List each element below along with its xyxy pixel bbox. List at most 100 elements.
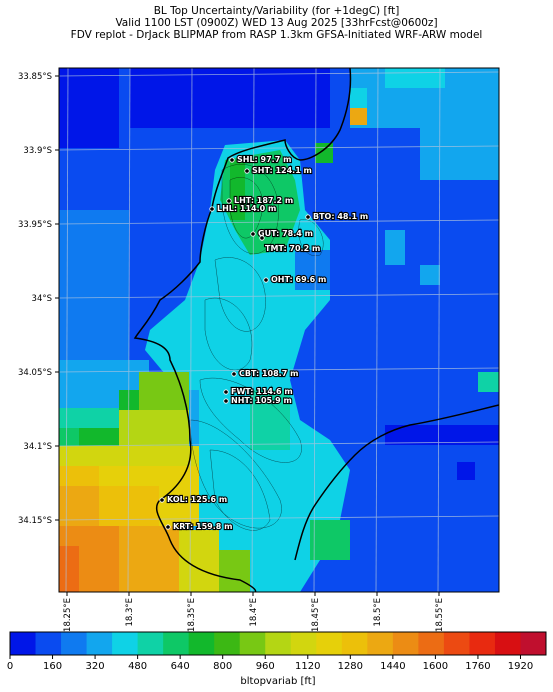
colorbar-frame [9, 631, 547, 656]
cell-e-1 [420, 265, 440, 285]
sw-band-9 [159, 486, 199, 526]
hot-cell-ne [350, 108, 367, 125]
colorbar-swatch [520, 632, 547, 655]
station-marker-lht [226, 198, 232, 204]
station-label-fwt: FWT: 114.6 m [231, 387, 293, 396]
colorbar-swatch [61, 632, 88, 655]
cell-blue-mid [295, 250, 330, 290]
colorbar-tick-label: 1600 [423, 661, 448, 672]
station-marker-krt [165, 524, 171, 530]
cell-e-2 [385, 230, 405, 265]
colorbar-label: bltopvariab [ft] [240, 676, 315, 687]
peninsula-south-1 [250, 390, 290, 450]
station-label-shl: SHL: 97.7 m [237, 155, 291, 164]
sw-band-2 [59, 428, 79, 446]
lon-tick-label: 18.4°E [249, 598, 259, 627]
peninsula-high-2 [230, 160, 245, 220]
lat-tick-label: 34.15°S [18, 516, 52, 526]
colorbar-tick-label: 640 [171, 661, 190, 672]
colorbar-tick-label: 1120 [295, 661, 320, 672]
colorbar-tick-label: 1280 [338, 661, 363, 672]
colorbar-tick-label: 0 [7, 661, 13, 672]
map-plot-area [59, 68, 499, 592]
latitude-axis: 33.85°S 33.9°S 33.95°S 34°S 34.05°S 34.1°S 34.… [18, 72, 59, 526]
sw-band-11 [59, 546, 79, 592]
colorbar-tick-label: 800 [213, 661, 232, 672]
colorbar-swatch [86, 632, 113, 655]
colorbar-swatch [265, 632, 292, 655]
cell-e-3 [478, 372, 499, 392]
station-marker-tmt [259, 235, 265, 241]
sea-band-se [385, 425, 499, 445]
colorbar-tick-label: 160 [43, 661, 62, 672]
colorbar-swatch [10, 632, 37, 655]
lat-tick-label: 33.95°S [18, 220, 52, 230]
lon-tick-label: 18.45°E [311, 598, 321, 632]
sea-patch-se [385, 425, 499, 592]
sw-cell-3 [119, 410, 189, 450]
colorbar-swatch [367, 632, 394, 655]
peninsula-south-2 [310, 520, 350, 560]
lon-tick-label: 18.55°E [435, 598, 445, 632]
colorbar-swatch [392, 632, 419, 655]
station-marker-sht [244, 168, 250, 174]
colorbar-swatch [163, 632, 190, 655]
title-line-2: Valid 1100 LST (0900Z) WED 13 Aug 2025 [… [115, 17, 438, 29]
land-east-top [385, 68, 445, 88]
lat-tick-label: 33.85°S [18, 72, 52, 82]
colorbar-swatch [418, 632, 445, 655]
sw-band-1 [59, 408, 119, 428]
lat-tick-label: 33.9°S [23, 146, 52, 156]
cell-ne-1 [350, 88, 367, 108]
sea-patch-nw [59, 68, 119, 148]
sw-band-5 [59, 466, 99, 486]
station-label-tmt: TMT: 70.2 m [265, 244, 320, 253]
longitude-axis: 18.25°E 18.3°E 18.35°E 18.4°E 18.45°E 18.5°E 1… [63, 592, 445, 632]
colorbar-swatch [316, 632, 343, 655]
station-marker-gut [250, 231, 256, 237]
station-label-nht: NHT: 105.9 m [231, 396, 292, 405]
colorbar-swatch [290, 632, 317, 655]
colorbar-swatch [239, 632, 266, 655]
station-label-oht: OHT: 69.6 m [271, 275, 326, 284]
colorbar-swatch [214, 632, 241, 655]
title-line-1: BL Top Uncertainty/Variability (for +1de… [153, 5, 400, 17]
land-east-mid [420, 125, 499, 180]
sw-band-6 [99, 466, 199, 486]
colorbar-tick-label: 1920 [508, 661, 533, 672]
station-marker-kol [159, 497, 165, 503]
sea-cell-se [457, 462, 475, 480]
station-label-cbt: CBT: 108.7 m [239, 369, 298, 378]
colorbar-tick-label: 960 [256, 661, 275, 672]
station-label-sht: SHT: 124.1 m [252, 166, 312, 175]
lat-tick-label: 34.1°S [23, 442, 52, 452]
lat-tick-label: 34.05°S [18, 368, 52, 378]
lon-tick-label: 18.35°E [187, 598, 197, 632]
station-marker-lhl [209, 206, 215, 212]
station-label-bto: BTO: 48.1 m [313, 212, 368, 221]
colorbar-swatch [469, 632, 496, 655]
lon-tick-label: 18.25°E [63, 598, 73, 632]
sw-cell-2 [139, 372, 189, 410]
station-label-gut: GUT: 78.4 m [258, 229, 313, 238]
map-frame [58, 67, 500, 593]
colorbar-swatch [35, 632, 62, 655]
sw-band-8 [99, 486, 159, 526]
station-marker-nht [223, 398, 229, 404]
station-label-lht: LHT: 187.2 m [234, 196, 293, 205]
station-label-krt: KRT: 159.8 m [173, 522, 232, 531]
station-marker-oht [263, 277, 269, 283]
colorbar-tick-label: 1760 [465, 661, 490, 672]
sea-patch-sw [59, 360, 149, 390]
colorbar-swatch [494, 632, 521, 655]
sw-band-4 [59, 446, 199, 466]
lon-tick-label: 18.5°E [373, 598, 383, 627]
colorbar-swatch [137, 632, 164, 655]
colorbar: 0 160 320 480 640 800 960 1120 1280 1440 1600 1760 1… [7, 631, 547, 672]
station-marker-cbt [231, 371, 237, 377]
sea-patch-n [130, 68, 330, 128]
lon-tick-label: 18.3°E [125, 598, 135, 627]
cell-green-n [315, 143, 333, 163]
colorbar-tick-label: 480 [128, 661, 147, 672]
